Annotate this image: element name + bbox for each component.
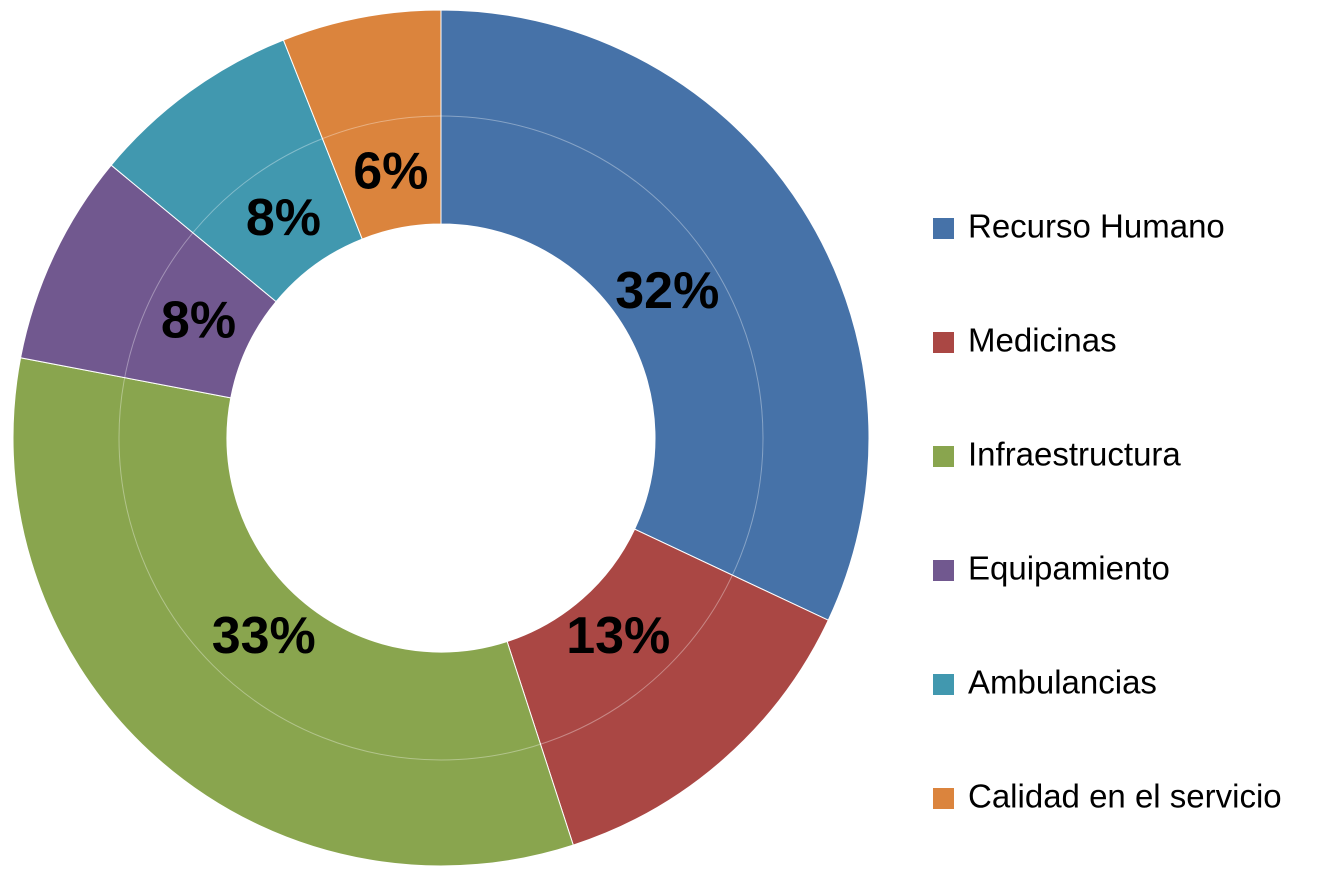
legend-swatch bbox=[933, 674, 954, 695]
slice bbox=[506, 528, 829, 846]
slice bbox=[282, 9, 442, 240]
ring-divider bbox=[118, 115, 764, 761]
legend-swatch bbox=[933, 446, 954, 467]
legend-swatch bbox=[933, 560, 954, 581]
value-label: 32% bbox=[615, 262, 719, 320]
legend-label: Medicinas bbox=[968, 322, 1117, 359]
value-label: 13% bbox=[566, 607, 670, 665]
value-label: 6% bbox=[353, 142, 428, 200]
value-label: 33% bbox=[212, 607, 316, 665]
value-label: 8% bbox=[246, 189, 321, 247]
slice bbox=[12, 357, 574, 867]
legend-label: Ambulancias bbox=[968, 664, 1157, 701]
legend-label: Calidad en el servicio bbox=[968, 778, 1282, 815]
legend-label: Recurso Humano bbox=[968, 208, 1225, 245]
legend-swatch bbox=[933, 218, 954, 239]
slice bbox=[440, 9, 870, 621]
legend-swatch bbox=[933, 788, 954, 809]
legend-label: Equipamiento bbox=[968, 550, 1170, 587]
legend-swatch bbox=[933, 332, 954, 353]
value-label: 8% bbox=[161, 292, 236, 350]
legend-label: Infraestructura bbox=[968, 436, 1181, 473]
